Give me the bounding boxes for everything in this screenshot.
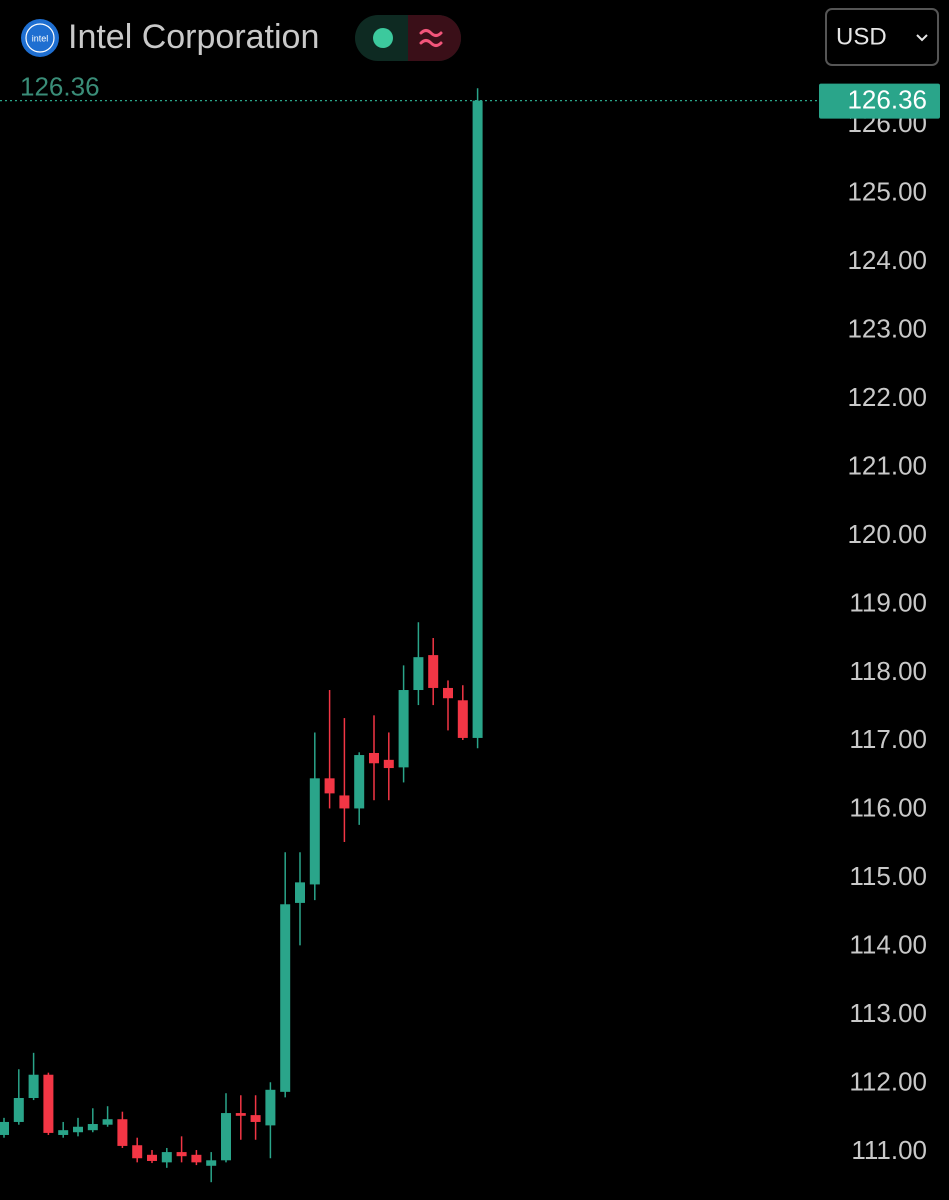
y-tick-label: 116.00 (849, 793, 927, 823)
y-tick-label: 111.00 (851, 1135, 927, 1165)
candle-body (191, 1154, 202, 1163)
currency-box (825, 8, 939, 66)
candle-body (324, 778, 335, 794)
candle-body (13, 1098, 24, 1122)
candle-body (176, 1152, 187, 1157)
currency-select[interactable]: USD (825, 8, 939, 66)
candle-body (117, 1119, 128, 1146)
candle-body (87, 1124, 98, 1131)
y-tick-label: 123.00 (847, 314, 927, 344)
candle-body (354, 755, 365, 809)
y-tick-label: 124.00 (847, 245, 927, 275)
candle-body (102, 1119, 113, 1125)
y-tick-label: 119.00 (849, 587, 927, 617)
y-tick-label: 122.00 (847, 382, 927, 412)
candle-body (428, 655, 439, 688)
logo-ring (25, 23, 55, 53)
candle-body (206, 1160, 217, 1166)
last-price-text: 126.36 (20, 72, 100, 102)
candle-body (43, 1074, 54, 1133)
last-price-badge (819, 83, 940, 119)
candle-body (443, 687, 453, 699)
y-tick-label: 117.00 (849, 724, 927, 754)
candle-body (383, 759, 394, 769)
candle-body (235, 1113, 246, 1116)
y-tick-label: 120.00 (847, 519, 927, 549)
y-tick-label: 121.00 (847, 450, 927, 480)
candle-body (472, 100, 483, 738)
candle-body (221, 1113, 231, 1161)
candle-body (295, 882, 305, 903)
candle-body (265, 1089, 276, 1126)
currency-label: USD (836, 23, 887, 50)
y-tick-label: 114.00 (849, 930, 927, 960)
candle-body (413, 657, 424, 691)
candle-body (339, 795, 350, 809)
candle-body (147, 1154, 157, 1161)
y-tick-label: 112.00 (849, 1067, 927, 1097)
candle-body (0, 1121, 9, 1135)
plot: 111.00 112.00 113.00 114.00 115.00 116.00 117.… (0, 88, 927, 1183)
wave-icon (419, 29, 443, 47)
candle-body (58, 1130, 69, 1135)
y-tick-label: 113.00 (849, 998, 927, 1028)
logo-text: intel (32, 33, 49, 43)
y-tick-label: 125.00 (847, 177, 927, 207)
candle-body (73, 1126, 83, 1133)
candle-body (161, 1152, 172, 1163)
candle-body (457, 700, 468, 738)
status-toggle[interactable] (355, 15, 461, 61)
candle-body (369, 752, 379, 764)
y-tick-label: 115.00 (849, 861, 927, 891)
candle-body (250, 1115, 261, 1122)
chart-title: Intel Corporation (68, 18, 319, 56)
candle-body (28, 1074, 39, 1099)
last-price-badge-text: 126.36 (847, 85, 927, 115)
chevron (916, 34, 928, 42)
y-tick-label: 118.00 (849, 656, 927, 686)
candle-body (132, 1145, 143, 1159)
status-dot (373, 28, 393, 48)
candle-body (398, 690, 409, 768)
candle-body (309, 778, 320, 885)
toggle-right (408, 15, 461, 61)
candle-body (280, 904, 291, 1092)
